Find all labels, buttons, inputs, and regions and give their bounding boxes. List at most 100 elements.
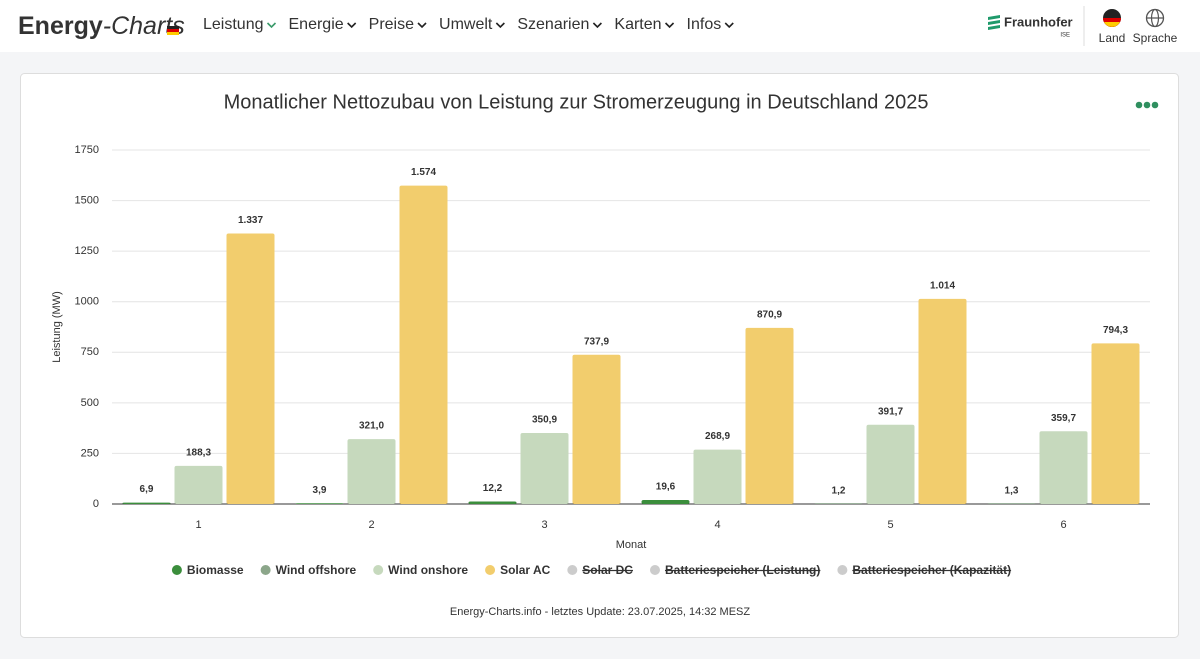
sprache-label: Sprache (1133, 31, 1178, 45)
x-tick-label: 6 (1060, 519, 1066, 531)
land-button[interactable]: Land (1099, 9, 1126, 45)
flag (167, 26, 179, 35)
y-tick-label: 0 (93, 498, 99, 510)
bar (1091, 343, 1140, 504)
data-label: 870,9 (757, 309, 782, 320)
fraunhofer-logo[interactable]: Fraunhofer ISE (988, 14, 1073, 39)
nav-item[interactable]: Infos (687, 16, 722, 33)
legend-swatch (649, 565, 660, 575)
data-label: 391,7 (878, 406, 903, 417)
chevron (417, 22, 427, 29)
nav-item[interactable]: Umwelt (439, 16, 493, 33)
x-tick-label: 1 (195, 519, 201, 531)
legend-item[interactable]: Batteriespeicher (Kapazität) (837, 563, 1011, 577)
nav-item[interactable]: Szenarien (517, 16, 589, 33)
nav: Leistung Energie Preise Umwelt Szenarien Kart… (203, 16, 734, 33)
data-label: 359,7 (1051, 413, 1076, 424)
x-tick-label: 2 (368, 519, 374, 531)
logo-sub: -Charts (103, 12, 185, 40)
bar (1039, 431, 1088, 504)
chevron (664, 22, 675, 29)
footer: Energy-Charts.info - letztes Update: 23.… (450, 606, 750, 618)
nav-item[interactable]: Karten (614, 16, 661, 33)
brand-sub: ISE (1060, 33, 1070, 39)
data-label: 12,2 (483, 483, 503, 494)
data-label: 350,9 (532, 415, 557, 426)
legend-swatch (373, 565, 384, 575)
data-label: 1.337 (238, 215, 263, 226)
data-label: 1,2 (832, 485, 846, 496)
bar (641, 500, 690, 504)
legend-label: Batteriespeicher (Kapazität) (852, 563, 1011, 577)
y-tick-label: 1250 (75, 245, 99, 257)
data-label: 1.014 (930, 281, 955, 292)
x-tick-label: 5 (887, 519, 893, 531)
nav-item[interactable]: Preise (369, 16, 414, 33)
data-label: 321,0 (359, 421, 384, 432)
legend-label: Solar DC (582, 563, 633, 577)
legend-swatch (260, 565, 271, 575)
nav-item[interactable]: Leistung (203, 16, 264, 33)
bar (572, 354, 621, 504)
chevron (592, 22, 602, 29)
legend-item[interactable]: Batteriespeicher (Leistung) (649, 563, 820, 577)
chevron (347, 22, 357, 29)
data-label: 268,9 (705, 431, 730, 442)
y-tick-label: 250 (81, 447, 99, 459)
nav-item[interactable]: Energie (289, 16, 344, 33)
y-tick-label: 750 (81, 346, 99, 358)
y-tick-label: 1000 (75, 296, 99, 308)
bar (226, 233, 275, 504)
sprache-button[interactable]: Sprache (1133, 8, 1178, 46)
logo-main: Energy (18, 12, 103, 40)
bar (745, 327, 794, 504)
bar (693, 449, 742, 504)
bar (520, 433, 569, 504)
legend-swatch (171, 565, 182, 575)
data-label: 6,9 (140, 484, 154, 495)
bar (174, 465, 223, 504)
legend-label: Biomasse (187, 563, 244, 577)
bar (399, 185, 448, 504)
menu-button[interactable] (1135, 101, 1159, 109)
data-label: 188,3 (186, 448, 211, 459)
legend-item[interactable]: Solar AC (485, 563, 551, 577)
bar (347, 439, 396, 504)
data-label: 794,3 (1103, 325, 1128, 336)
y-tick-label: 1500 (75, 194, 99, 206)
legend-swatch (567, 565, 578, 575)
y-tick-label: 1750 (75, 144, 99, 156)
legend-label: Solar AC (500, 563, 551, 577)
data-label: 737,9 (584, 336, 609, 347)
x-axis-title: Monat (616, 539, 647, 551)
legend-item[interactable]: Wind onshore (373, 563, 468, 577)
bar (295, 503, 344, 504)
land-label: Land (1099, 31, 1126, 45)
legend-item[interactable]: Biomasse (171, 563, 244, 577)
y-axis-title: Leistung (MW) (51, 291, 63, 363)
legend: Biomasse Wind offshore Wind onshore Solar A… (171, 563, 1011, 577)
bar (918, 298, 967, 504)
chevron (495, 22, 505, 29)
chevron (724, 22, 734, 29)
legend-swatch (485, 565, 496, 575)
legend-label: Batteriespeicher (Leistung) (665, 563, 820, 577)
y-tick-label: 500 (81, 397, 99, 409)
data-label: 3,9 (313, 485, 327, 496)
bar (866, 424, 915, 504)
data-label: 1,3 (1005, 485, 1019, 496)
legend-label: Wind offshore (276, 563, 357, 577)
x-tick-label: 4 (714, 519, 720, 531)
logo[interactable]: Energy-Charts (18, 12, 185, 40)
x-tick-label: 3 (541, 519, 547, 531)
legend-swatch (837, 565, 848, 575)
legend-item[interactable]: Wind offshore (260, 563, 357, 577)
chart-title: Monatlicher Nettozubau von Leistung zur … (224, 91, 929, 113)
data-label: 1.574 (411, 167, 436, 178)
bar (468, 501, 517, 504)
legend-label: Wind onshore (388, 563, 468, 577)
data-label: 19,6 (656, 482, 676, 493)
legend-item[interactable]: Solar DC (567, 563, 633, 577)
